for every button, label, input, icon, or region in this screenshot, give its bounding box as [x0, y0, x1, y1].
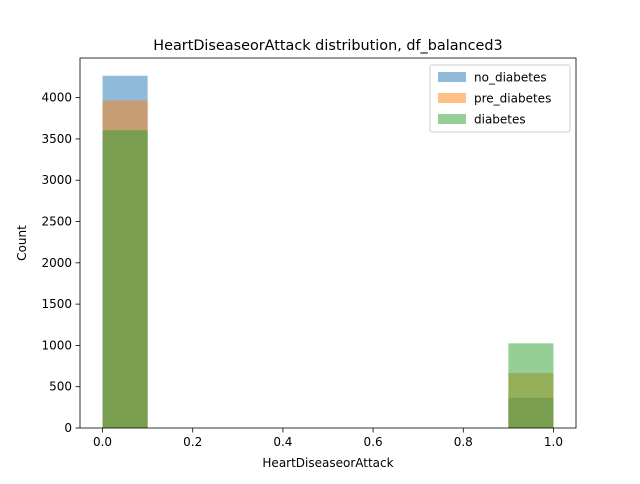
y-tick-label: 4000: [41, 91, 72, 105]
x-tick-label: 0.2: [183, 435, 202, 449]
legend: no_diabetes pre_diabetes diabetes: [429, 64, 571, 133]
x-tick-label: 0.0: [93, 435, 112, 449]
y-tick-label: 1000: [41, 338, 72, 352]
y-tick-label: 0: [64, 421, 72, 435]
bar-diabetes-1: [508, 343, 554, 428]
y-tick-label: 1500: [41, 297, 72, 311]
plot-frame: [79, 57, 577, 429]
x-axis-ticks: 0.0 0.2 0.4 0.6 0.8 1.0: [93, 428, 563, 449]
x-tick-label: 0.6: [364, 435, 383, 449]
x-tick-label: 0.4: [273, 435, 292, 449]
x-axis-label: HeartDiseaseorAttack: [262, 456, 393, 470]
y-tick-label: 3000: [41, 173, 72, 187]
bars-layer: [102, 75, 554, 429]
chart-title: HeartDiseaseorAttack distribution, df_ba…: [153, 38, 502, 54]
y-axis-label: Count: [15, 225, 29, 261]
legend-swatch-no_diabetes: [438, 72, 466, 82]
y-tick-label: 500: [49, 380, 72, 394]
bar-diabetes-0: [102, 130, 148, 428]
legend-swatch-pre_diabetes: [438, 93, 466, 103]
legend-label-diabetes: diabetes: [474, 113, 526, 127]
y-tick-label: 2500: [41, 215, 72, 229]
y-axis-ticks: 0 500 1000 1500 2000 2500 3000 3500 4000: [41, 91, 80, 435]
y-tick-label: 3500: [41, 132, 72, 146]
y-tick-label: 2000: [41, 256, 72, 270]
legend-label-no_diabetes: no_diabetes: [474, 71, 547, 85]
legend-label-pre_diabetes: pre_diabetes: [474, 92, 551, 106]
x-tick-label: 0.8: [454, 435, 473, 449]
x-tick-label: 1.0: [544, 435, 563, 449]
legend-swatch-diabetes: [438, 114, 466, 124]
